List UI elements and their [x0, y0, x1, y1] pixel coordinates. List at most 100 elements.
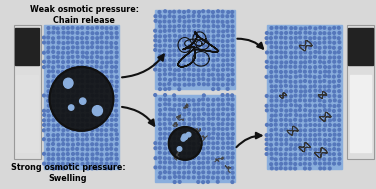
Circle shape [323, 119, 326, 122]
Circle shape [216, 59, 219, 61]
Circle shape [178, 25, 180, 27]
Circle shape [168, 11, 171, 13]
Circle shape [280, 119, 282, 121]
Circle shape [318, 138, 321, 141]
Circle shape [96, 129, 99, 131]
Circle shape [76, 75, 79, 78]
Circle shape [206, 161, 209, 164]
Circle shape [115, 162, 117, 165]
Circle shape [57, 114, 59, 117]
Circle shape [197, 152, 200, 154]
Circle shape [159, 137, 162, 140]
Circle shape [71, 26, 74, 29]
Circle shape [154, 157, 157, 160]
Circle shape [81, 100, 84, 102]
Circle shape [47, 90, 50, 93]
Circle shape [80, 90, 83, 93]
Circle shape [115, 143, 118, 145]
Circle shape [178, 123, 181, 125]
Circle shape [217, 118, 220, 120]
Circle shape [159, 172, 162, 174]
Circle shape [192, 137, 195, 140]
Circle shape [290, 31, 292, 34]
Circle shape [333, 94, 336, 97]
Circle shape [164, 103, 167, 106]
Circle shape [202, 78, 205, 81]
Circle shape [179, 16, 181, 18]
Circle shape [62, 157, 65, 160]
Circle shape [323, 139, 326, 141]
Circle shape [338, 133, 341, 136]
Circle shape [314, 51, 317, 53]
Circle shape [212, 39, 215, 42]
Circle shape [52, 153, 55, 156]
Circle shape [338, 60, 341, 63]
Circle shape [265, 143, 268, 146]
Circle shape [313, 119, 316, 121]
Circle shape [57, 36, 60, 39]
Circle shape [154, 142, 157, 145]
Circle shape [154, 44, 157, 47]
Circle shape [42, 153, 45, 155]
Circle shape [76, 138, 79, 141]
Circle shape [289, 76, 292, 78]
Circle shape [332, 75, 335, 78]
Circle shape [164, 10, 167, 13]
Circle shape [212, 49, 215, 51]
Circle shape [115, 153, 118, 156]
Circle shape [270, 61, 273, 64]
Circle shape [221, 64, 224, 66]
Circle shape [62, 85, 65, 88]
Circle shape [217, 25, 219, 28]
Circle shape [270, 46, 273, 48]
Circle shape [333, 85, 336, 88]
Circle shape [192, 79, 195, 81]
Circle shape [294, 36, 297, 39]
Circle shape [226, 123, 229, 125]
Circle shape [289, 109, 292, 112]
Circle shape [323, 109, 326, 112]
Circle shape [72, 143, 74, 146]
Circle shape [217, 83, 219, 86]
Circle shape [67, 31, 70, 34]
Circle shape [67, 89, 70, 92]
Circle shape [105, 56, 108, 59]
Circle shape [280, 61, 283, 64]
Circle shape [110, 46, 113, 48]
Circle shape [231, 108, 234, 111]
Circle shape [284, 95, 287, 98]
Circle shape [208, 74, 210, 76]
Circle shape [207, 98, 209, 101]
Circle shape [66, 148, 69, 151]
Circle shape [91, 94, 94, 97]
Circle shape [106, 158, 109, 160]
Circle shape [52, 56, 55, 58]
Circle shape [303, 167, 306, 170]
Circle shape [270, 90, 273, 92]
Circle shape [280, 26, 283, 29]
Circle shape [90, 124, 93, 127]
Circle shape [183, 39, 185, 42]
Circle shape [318, 99, 321, 102]
Circle shape [221, 40, 224, 43]
Circle shape [86, 41, 88, 44]
Circle shape [90, 66, 93, 68]
Circle shape [173, 64, 176, 66]
Circle shape [47, 75, 50, 77]
Circle shape [203, 127, 205, 130]
Circle shape [188, 108, 190, 111]
Circle shape [187, 176, 190, 179]
Circle shape [183, 171, 185, 174]
Circle shape [173, 166, 176, 169]
Circle shape [274, 85, 277, 88]
Circle shape [47, 46, 50, 49]
Circle shape [285, 75, 287, 78]
Circle shape [197, 147, 200, 149]
Circle shape [95, 65, 98, 68]
Circle shape [110, 153, 113, 155]
Circle shape [178, 64, 180, 66]
Circle shape [202, 181, 205, 184]
Circle shape [182, 143, 185, 145]
Circle shape [212, 20, 215, 23]
Circle shape [279, 153, 282, 156]
